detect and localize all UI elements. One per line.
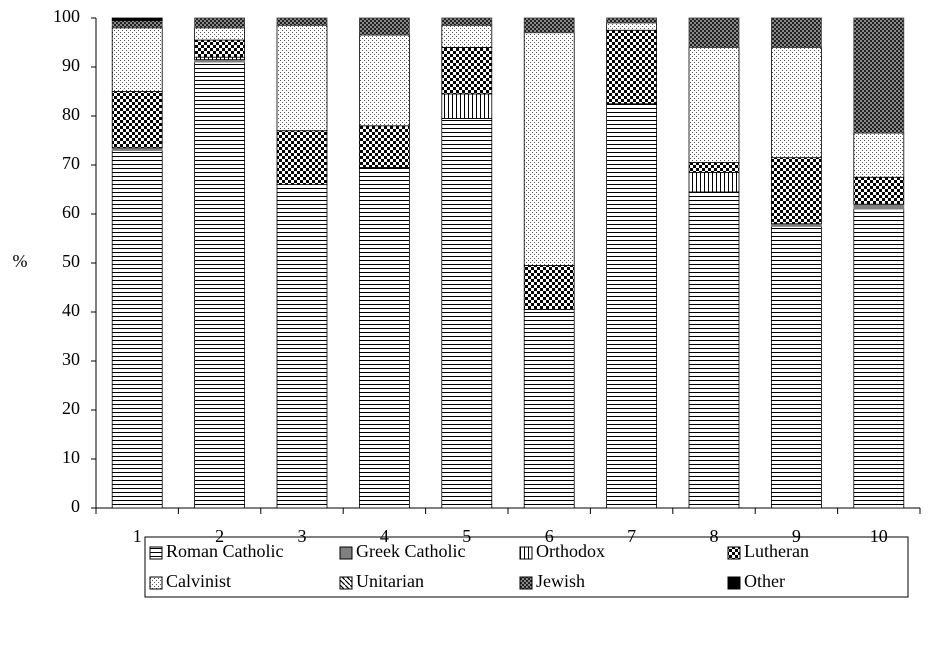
- x-tick-label: 7: [627, 526, 636, 546]
- x-tick-label: 6: [545, 526, 554, 546]
- bar-segment: [441, 17, 493, 26]
- bar-segment: [111, 27, 163, 92]
- legend-label: Other: [744, 571, 785, 591]
- bar-segment: [358, 34, 410, 127]
- legend-label: Roman Catholic: [166, 541, 283, 561]
- y-tick-label: 10: [62, 447, 80, 467]
- bar-segment: [194, 39, 246, 58]
- x-tick-label: 4: [380, 526, 389, 546]
- legend-label: Calvinist: [166, 571, 231, 591]
- legend-label: Unitarian: [356, 571, 424, 591]
- bar-segment: [771, 17, 822, 48]
- legend-swatch: [149, 576, 163, 590]
- bar-segment: [688, 162, 740, 173]
- bar-segment: [441, 47, 493, 95]
- bar-segment: [441, 93, 493, 119]
- x-tick-label: 8: [710, 526, 719, 546]
- bar-segment: [358, 125, 410, 168]
- bar-segment: [276, 184, 328, 509]
- bar-segment: [853, 176, 905, 205]
- y-tick-label: 70: [62, 153, 80, 173]
- bar-segment: [276, 24, 328, 132]
- y-tick-label: 0: [71, 496, 80, 516]
- y-tick-label: 90: [62, 55, 80, 75]
- bar-segment: [606, 17, 657, 24]
- x-tick-label: 9: [792, 526, 801, 546]
- bar-segment: [688, 191, 740, 509]
- y-tick-label: 40: [62, 300, 80, 320]
- bar-segment: [688, 17, 740, 48]
- x-tick-label: 10: [870, 526, 888, 546]
- y-axis-label: %: [13, 251, 28, 271]
- y-tick-label: 100: [53, 6, 80, 26]
- bar-segment: [771, 225, 822, 509]
- bar-segment: [111, 20, 163, 29]
- legend-swatch: [519, 576, 533, 590]
- bar-segment: [441, 24, 493, 48]
- bar-segment: [523, 309, 575, 509]
- bar-segment: [111, 149, 163, 509]
- bar-segment: [276, 130, 328, 185]
- x-tick-label: 5: [462, 526, 471, 546]
- legend-swatch: [519, 546, 533, 560]
- legend-label: Lutheran: [744, 541, 809, 561]
- y-tick-label: 80: [62, 104, 80, 124]
- y-tick-label: 50: [62, 251, 80, 271]
- legend-label: Jewish: [536, 571, 585, 591]
- bar-segment: [358, 17, 410, 36]
- bar-segment: [688, 171, 740, 193]
- bar-segment: [606, 22, 657, 31]
- bar-segment: [771, 47, 822, 159]
- bar-segment: [688, 47, 740, 163]
- legend-swatch: [339, 576, 353, 590]
- x-tick-label: 2: [215, 526, 224, 546]
- bar-segment: [853, 132, 905, 178]
- x-tick-label: 1: [133, 526, 142, 546]
- bar-segment: [853, 203, 905, 210]
- bar-segment: [276, 17, 328, 26]
- y-tick-label: 60: [62, 202, 80, 222]
- x-tick-label: 3: [298, 526, 307, 546]
- bar-segment: [358, 167, 410, 509]
- bar-segment: [606, 29, 657, 105]
- bar-segment: [194, 17, 246, 29]
- bar-segment: [111, 17, 163, 21]
- bar-segment: [194, 27, 246, 41]
- bar-segment: [853, 208, 905, 509]
- bar-segment: [194, 61, 246, 509]
- y-tick-label: 30: [62, 349, 80, 369]
- bar-segment: [523, 265, 575, 310]
- bar-segment: [111, 91, 163, 149]
- legend-swatch: [727, 546, 741, 560]
- y-tick-label: 20: [62, 398, 80, 418]
- bar-segment: [771, 157, 822, 225]
- bar-segment: [523, 32, 575, 266]
- legend-swatch: [727, 576, 741, 590]
- bar-segment: [523, 17, 575, 34]
- legend-swatch: [149, 546, 163, 560]
- legend-swatch: [339, 546, 353, 560]
- legend-label: Greek Catholic: [356, 541, 465, 561]
- bar-segment: [441, 118, 493, 509]
- bar-segment: [853, 17, 905, 134]
- legend-label: Orthodox: [536, 541, 605, 561]
- bar-segment: [606, 103, 657, 509]
